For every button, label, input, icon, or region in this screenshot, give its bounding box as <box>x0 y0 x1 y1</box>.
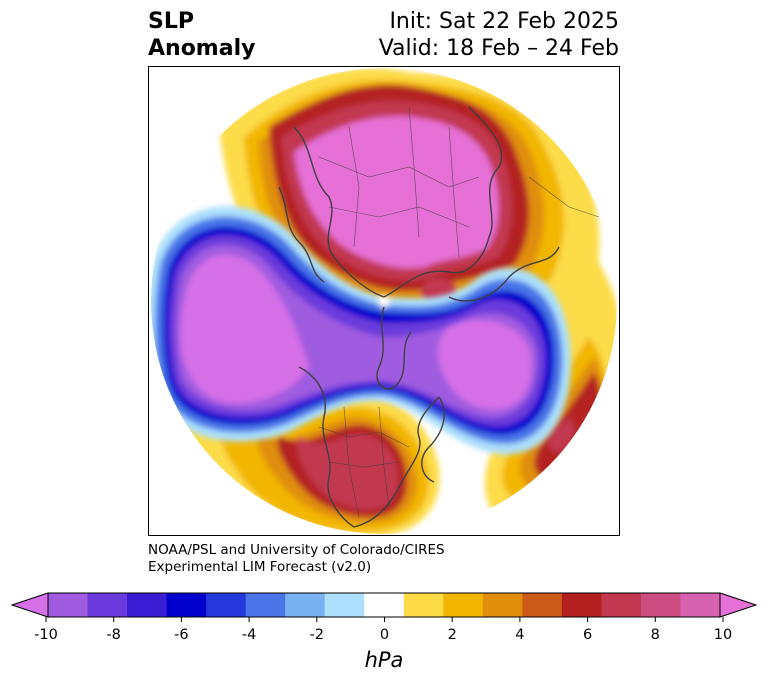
colorbar-bin <box>522 593 563 617</box>
colorbar-bin <box>680 593 721 617</box>
colorbar <box>10 592 758 622</box>
colorbar-bin <box>482 593 523 617</box>
colorbar-bin <box>166 593 207 617</box>
colorbar-bin <box>561 593 602 617</box>
map-panel <box>148 66 620 536</box>
colorbar-tick-label: 2 <box>447 627 457 643</box>
colorbar-bin <box>285 593 326 617</box>
colorbar-tick-label: -2 <box>309 627 325 643</box>
colorbar-bin <box>364 593 405 617</box>
map-title-line1: SLP <box>148 9 194 34</box>
colorbar-tick-label: 8 <box>650 627 660 643</box>
coastlines <box>278 106 560 528</box>
colorbar-tick-label: -6 <box>174 627 189 643</box>
polar-map <box>151 68 617 534</box>
colorbar-bin <box>206 593 247 617</box>
colorbar-tick-label: -10 <box>34 627 58 643</box>
colorbar-bin <box>245 593 286 617</box>
colorbar-bin <box>403 593 444 617</box>
colorbar-bin <box>48 593 89 617</box>
colorbar-tick-label: 6 <box>582 627 593 643</box>
colorbar-ticks: -10 -8 -6 -4 -2 0 2 4 6 8 10 <box>0 627 768 647</box>
colorbar-extend-high <box>719 592 758 618</box>
map-title: SLP Anomaly <box>148 8 255 62</box>
forecast-dates: Init: Sat 22 Feb 2025 Valid: 18 Feb – 24… <box>379 8 619 62</box>
colorbar-tick-label: -8 <box>106 627 121 643</box>
colorbar-bin <box>127 593 168 617</box>
map-title-line2: Anomaly <box>148 36 256 61</box>
colorbar-units: hPa <box>364 648 404 672</box>
negative-anomaly-arctic <box>151 206 571 455</box>
credit-line1: NOAA/PSL and University of Colorado/CIRE… <box>148 542 445 558</box>
positive-anomaly-north-america <box>183 395 440 534</box>
credit-line2: Experimental LIM Forecast (v2.0) <box>148 559 372 575</box>
credit-text: NOAA/PSL and University of Colorado/CIRE… <box>148 542 445 576</box>
colorbar-bin <box>324 593 365 617</box>
colorbar-tick-label: 0 <box>379 627 390 643</box>
colorbar-extend-low <box>10 592 49 618</box>
colorbar-tick-label: 4 <box>515 627 525 643</box>
colorbar-tick-label: -4 <box>241 627 257 643</box>
colorbar-bin <box>443 593 484 617</box>
colorbar-bin <box>601 593 642 617</box>
valid-range: Valid: 18 Feb – 24 Feb <box>378 36 619 61</box>
colorbar-bin <box>87 593 128 617</box>
anomaly-field <box>151 68 617 534</box>
init-date: Init: Sat 22 Feb 2025 <box>389 9 619 34</box>
colorbar-bin <box>640 593 681 617</box>
colorbar-tick-label: 10 <box>713 627 733 643</box>
